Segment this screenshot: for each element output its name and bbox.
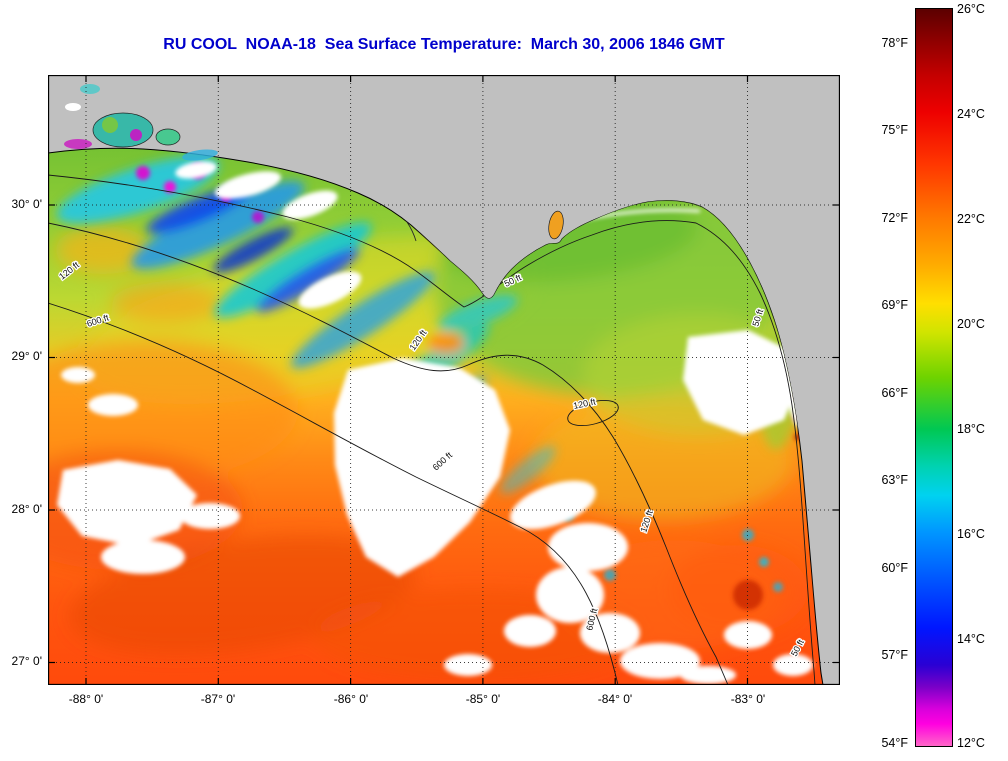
colorbar-c-label: 14°C	[957, 632, 985, 646]
colorbar-gradient	[915, 8, 953, 747]
colorbar-c-label: 26°C	[957, 2, 985, 16]
colorbar-f-label: 57°F	[881, 648, 908, 662]
figure-title: RU COOL NOAA-18 Sea Surface Temperature:…	[163, 36, 725, 53]
colorbar-c-label: 22°C	[957, 212, 985, 226]
colorbar-f-label: 75°F	[881, 123, 908, 137]
colorbar-c-label: 12°C	[957, 736, 985, 750]
y-axis-tick-label: 27° 0'	[11, 654, 42, 668]
sst-map-canvas: 120 ft 600 ft 50 ft 120 ft 120 ft 600 ft…	[48, 75, 840, 685]
y-axis-tick-label: 30° 0'	[11, 197, 42, 211]
x-axis-tick-label: -86° 0'	[333, 692, 369, 706]
colorbar-f-label: 78°F	[881, 36, 908, 50]
colorbar-c-label: 24°C	[957, 107, 985, 121]
y-axis-tick-label: 29° 0'	[11, 349, 42, 363]
colorbar-f-label: 60°F	[881, 561, 908, 575]
colorbar-c-label: 16°C	[957, 527, 985, 541]
inland-water-layer	[64, 84, 564, 240]
y-axis-tick-label: 28° 0'	[11, 502, 42, 516]
x-axis-tick-label: -84° 0'	[597, 692, 633, 706]
x-axis-tick-label: -83° 0'	[730, 692, 766, 706]
colorbar-f-label: 72°F	[881, 211, 908, 225]
colorbar-f-label: 54°F	[881, 736, 908, 750]
colorbar-f-label: 66°F	[881, 386, 908, 400]
plot-border	[48, 75, 840, 685]
x-axis-tick-label: -88° 0'	[68, 692, 104, 706]
colorbar-c-label: 20°C	[957, 317, 985, 331]
colorbar-f-label: 69°F	[881, 298, 908, 312]
x-axis-tick-label: -87° 0'	[200, 692, 236, 706]
colorbar-f-label: 63°F	[881, 473, 908, 487]
bathymetry-contours	[48, 174, 816, 685]
cloud-layer	[57, 161, 823, 684]
colorbar-c-label: 18°C	[957, 422, 985, 436]
grid-lines	[48, 75, 840, 685]
axis-ticks	[48, 75, 840, 685]
map-plot: 120 ft 600 ft 50 ft 120 ft 120 ft 600 ft…	[48, 75, 840, 685]
x-axis-tick-label: -85° 0'	[465, 692, 501, 706]
